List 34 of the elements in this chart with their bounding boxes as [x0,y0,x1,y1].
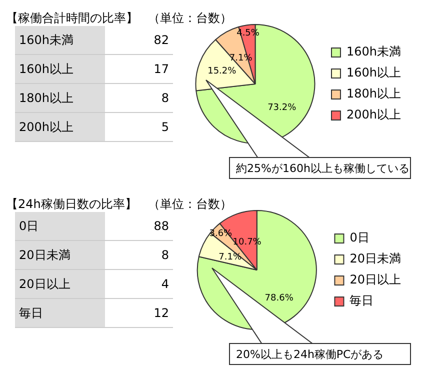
legend-label: 160h以上 [346,66,402,80]
data-label: 7.1% [218,252,242,262]
text: （単位：台数） [148,10,232,27]
data-label: 5 [105,112,173,142]
legend-label: 0日 [350,230,370,245]
text: 約25%が160h以上も稼働している [229,157,411,179]
category-label: 20日未満 [15,240,105,270]
data-label: 82 [105,26,173,54]
text: 20%以上も24h稼働PCがある [229,343,411,365]
legend-label: 180h以上 [346,86,402,101]
data-label: 78.6% [264,293,294,304]
text: 【稼働合計時間の比率】 [6,10,138,27]
data-label: 8 [105,84,173,112]
data-label: 15.2% [208,66,237,77]
data-label: 4 [105,270,173,298]
text: （単位：台数） [148,196,232,213]
legend-label: 20日未満 [350,252,402,266]
legend-label: 毎日 [350,294,374,308]
legend-label: 160h未満 [346,44,402,59]
data-label: 73.2% [268,103,297,114]
legend-label: 200h以上 [346,108,402,122]
data-label: 17 [105,54,173,84]
data-label: 88 [105,212,173,240]
category-label: 毎日 [15,298,105,328]
text: 【24h稼働日数の比率】 [6,196,137,213]
data-label: 12 [105,298,173,328]
category-label: 160h以上 [15,54,105,84]
category-label: 0日 [15,212,105,240]
category-label: 160h未満 [15,26,105,54]
category-label: 200h以上 [15,112,105,142]
data-label: 8 [105,240,173,270]
legend-label: 20日以上 [350,272,402,287]
category-label: 20日以上 [15,270,105,298]
category-label: 180h以上 [15,84,105,112]
